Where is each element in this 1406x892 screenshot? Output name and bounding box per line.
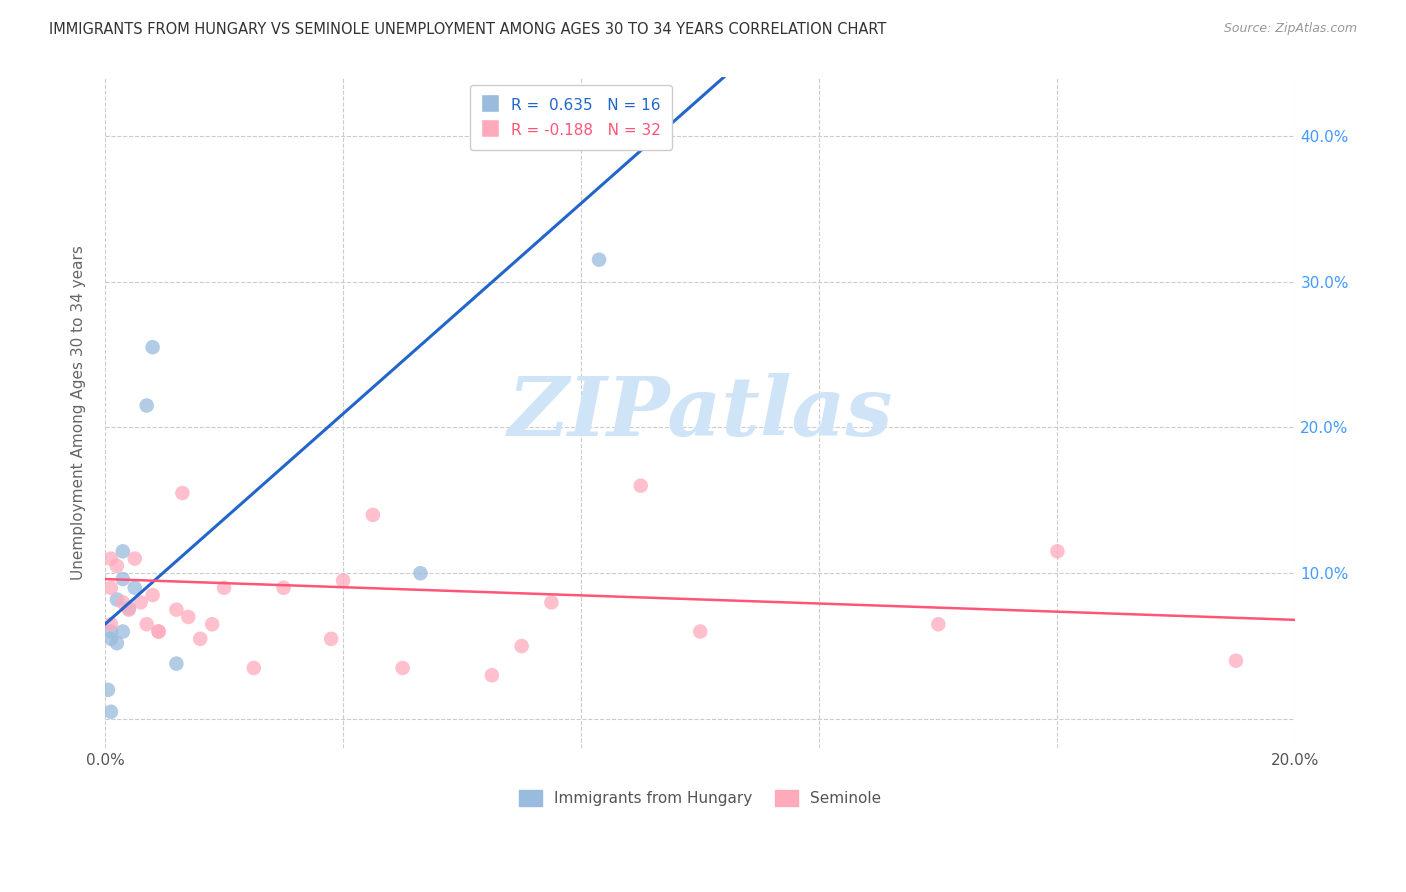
Point xyxy=(100,551,122,566)
Point xyxy=(111,572,134,586)
Point xyxy=(111,624,134,639)
Point xyxy=(212,581,235,595)
Point xyxy=(332,574,354,588)
Point xyxy=(321,632,343,646)
Point xyxy=(105,558,128,573)
Point xyxy=(105,636,128,650)
Point xyxy=(391,661,413,675)
Point xyxy=(927,617,949,632)
Point xyxy=(124,551,146,566)
Point xyxy=(135,617,157,632)
Point xyxy=(177,610,200,624)
Point xyxy=(100,632,122,646)
Point xyxy=(188,632,211,646)
Point xyxy=(172,486,194,500)
Point xyxy=(1046,544,1069,558)
Point xyxy=(165,657,187,671)
Legend: Immigrants from Hungary, Seminole: Immigrants from Hungary, Seminole xyxy=(512,782,889,814)
Point xyxy=(100,617,122,632)
Point xyxy=(100,705,122,719)
Point xyxy=(118,601,141,615)
Point xyxy=(361,508,384,522)
Point xyxy=(142,340,165,354)
Point xyxy=(481,668,503,682)
Point xyxy=(243,661,266,675)
Point xyxy=(165,602,187,616)
Point xyxy=(111,544,134,558)
Point xyxy=(118,602,141,616)
Point xyxy=(148,624,170,639)
Point xyxy=(689,624,711,639)
Text: ZIPatlas: ZIPatlas xyxy=(508,373,893,453)
Point xyxy=(1225,654,1247,668)
Point xyxy=(201,617,224,632)
Point xyxy=(540,595,562,609)
Point xyxy=(100,624,122,639)
Point xyxy=(124,581,146,595)
Point xyxy=(409,566,432,581)
Y-axis label: Unemployment Among Ages 30 to 34 years: Unemployment Among Ages 30 to 34 years xyxy=(72,245,86,581)
Point xyxy=(105,592,128,607)
Point xyxy=(135,399,157,413)
Text: IMMIGRANTS FROM HUNGARY VS SEMINOLE UNEMPLOYMENT AMONG AGES 30 TO 34 YEARS CORRE: IMMIGRANTS FROM HUNGARY VS SEMINOLE UNEM… xyxy=(49,22,887,37)
Point xyxy=(148,624,170,639)
Point xyxy=(273,581,295,595)
Point xyxy=(142,588,165,602)
Point xyxy=(97,682,120,697)
Point xyxy=(510,639,533,653)
Point xyxy=(111,595,134,609)
Point xyxy=(630,479,652,493)
Point xyxy=(129,595,152,609)
Point xyxy=(100,581,122,595)
Point xyxy=(588,252,610,267)
Text: Source: ZipAtlas.com: Source: ZipAtlas.com xyxy=(1223,22,1357,36)
